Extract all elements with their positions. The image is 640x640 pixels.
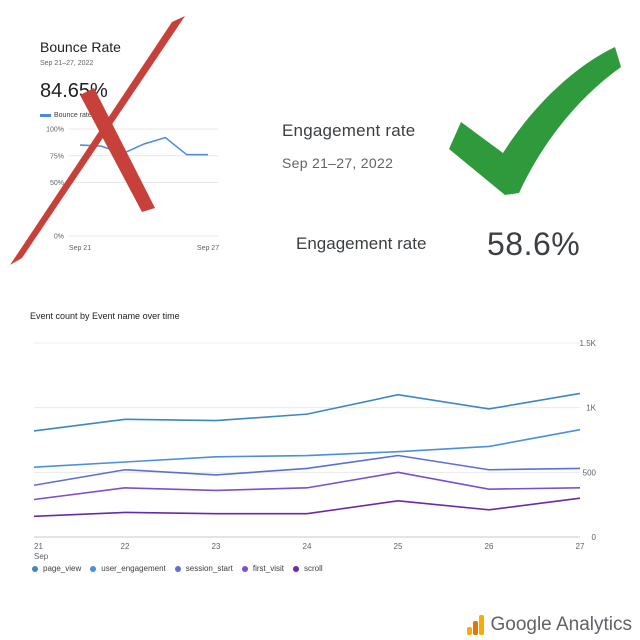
bounce-rate-series-line	[79, 136, 208, 156]
bounce-rate-legend-swatch	[40, 114, 51, 117]
bounce-rate-chart: 100% 75% 50% 0% Sep 21 Sep 27	[10, 16, 219, 265]
legend-item-page_view[interactable]: page_view	[32, 564, 81, 573]
legend-dot	[90, 565, 97, 572]
legend-dot	[241, 565, 248, 572]
green-check-mark-icon	[449, 47, 621, 195]
ga-logo-bar	[479, 615, 485, 635]
event-x-tick-label: 23	[212, 542, 221, 551]
engagement-rate-title: Engagement rate	[282, 121, 416, 140]
event-x-tick-label: 25	[394, 542, 403, 551]
event-series-line-session_start	[33, 454, 581, 487]
event-series-line-user_engagement	[33, 428, 581, 468]
bounce-x-tick-label: Sep 27	[197, 245, 219, 252]
event-series-line-scroll	[33, 497, 581, 518]
legend-item-scroll[interactable]: scroll	[293, 564, 323, 573]
legend-label: session_start	[185, 564, 233, 573]
bounce-rate-title: Bounce Rate	[40, 39, 121, 55]
legend-item-session_start[interactable]: session_start	[174, 564, 233, 573]
legend-label: user_engagement	[101, 564, 166, 573]
bounce-rate-date-range: Sep 21–27, 2022	[40, 60, 94, 67]
engagement-metric-value: 58.6%	[487, 226, 581, 262]
event-x-tick-label: 26	[485, 542, 494, 551]
bounce-rate-legend[interactable]: Bounce rate	[40, 112, 92, 119]
google-analytics-logo: Google Analytics	[467, 615, 632, 635]
ga-logo-bar	[467, 627, 473, 635]
bounce-rate-card: Bounce Rate Sep 21–27, 2022 84.65% Bounc…	[0, 0, 235, 270]
legend-label: scroll	[304, 564, 323, 573]
legend-dot	[32, 565, 38, 572]
legend-item-first_visit[interactable]: first_visit	[241, 564, 285, 573]
red-cross-stroke-icon	[10, 16, 185, 265]
legend-dot	[174, 565, 181, 572]
event-x-tick-label: 21	[34, 542, 43, 551]
event-series-line-first_visit	[33, 471, 581, 501]
event-y-tick-label: 1K	[586, 404, 596, 413]
bounce-y-tick-label: 100%	[46, 127, 64, 134]
event-x-month-label: Sep	[34, 552, 49, 561]
event-x-tick-label: 24	[303, 542, 312, 551]
bounce-rate-legend-label: Bounce rate	[54, 112, 92, 119]
bounce-x-tick-label: Sep 21	[69, 245, 91, 252]
event-y-tick-label: 0	[592, 533, 597, 542]
event-series-line-page_view	[33, 392, 581, 432]
bounce-y-tick-label: 75%	[50, 153, 64, 160]
engagement-date-range: Sep 21–27, 2022	[282, 155, 394, 171]
ga-logo-bar	[473, 621, 479, 635]
bounce-y-tick-label: 0%	[54, 234, 64, 241]
red-cross-stroke-icon	[80, 88, 155, 212]
google-analytics-logo-text: Google Analytics	[490, 614, 632, 635]
event-count-chart: 1.5K 1K 500 0 21 22 23 24 25 26 27 Sep	[33, 339, 597, 561]
event-x-tick-label: 22	[121, 542, 130, 551]
legend-label: first_visit	[252, 564, 285, 573]
engagement-metric-label: Engagement rate	[296, 234, 427, 253]
legend-label: page_view	[43, 564, 82, 573]
legend-dot	[293, 565, 300, 572]
event-y-tick-label: 1.5K	[580, 339, 597, 348]
google-analytics-bars-icon	[467, 615, 485, 635]
event-chart-title: Event count by Event name over time	[30, 311, 180, 321]
legend-item-user_engagement[interactable]: user_engagement	[90, 564, 166, 573]
event-x-tick-label: 27	[576, 542, 585, 551]
bounce-y-tick-label: 50%	[50, 180, 64, 187]
event-y-tick-label: 500	[583, 468, 597, 477]
event-chart-legend: page_view user_engagement session_start fir…	[32, 564, 332, 573]
